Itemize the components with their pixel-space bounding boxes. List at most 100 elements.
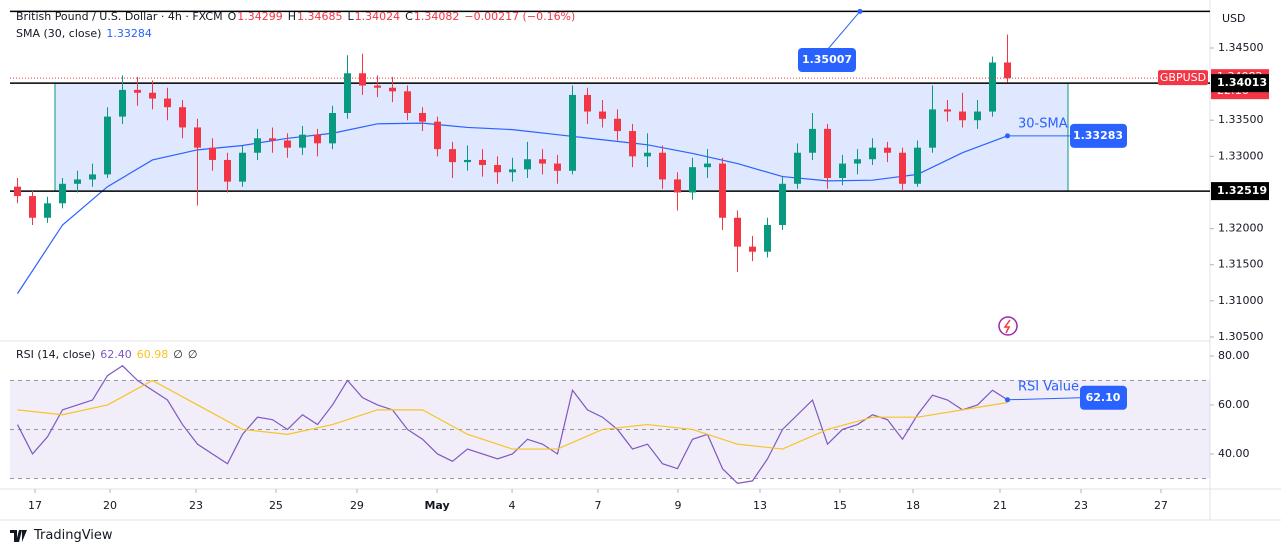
callout-box — [798, 48, 856, 72]
y-tick-label: 1.33500 — [1218, 113, 1264, 126]
candle-body — [494, 165, 501, 173]
candle-body — [929, 109, 936, 148]
legend-series-name: SMA (30, close) — [16, 27, 102, 40]
level-tag-text: 1.34013 — [1217, 76, 1267, 89]
candle-body — [59, 183, 66, 204]
x-tick-label: 13 — [753, 499, 767, 512]
candle-body — [389, 87, 396, 92]
candle-body — [194, 127, 201, 148]
candle-body — [419, 112, 426, 122]
level-tag-text: 1.32519 — [1217, 184, 1267, 197]
y-tick-label: 1.31000 — [1218, 294, 1264, 307]
ohlc-value: 1.34685 — [297, 10, 343, 23]
candle-body — [524, 159, 531, 170]
sma-note-label: 30-SMA — [1018, 116, 1068, 131]
candle-body — [569, 94, 576, 171]
y-tick-label: 1.30500 — [1218, 330, 1264, 343]
candle-body — [539, 159, 546, 164]
rsi-line — [16, 364, 1008, 484]
x-tick-label: 4 — [509, 499, 516, 512]
candle-body — [284, 140, 291, 148]
candle-body — [839, 163, 846, 179]
symbol-legend: British Pound / U.S. Dollar · 4h · FXCM O… — [16, 10, 580, 23]
rsi-note-value: 62.10 — [1086, 391, 1121, 404]
x-tick-label: 29 — [350, 499, 364, 512]
legend-title: British Pound / U.S. Dollar · 4h · FXCM — [16, 10, 223, 23]
candle-body — [74, 179, 81, 184]
callout-line — [827, 11, 861, 50]
candle-body — [764, 224, 771, 252]
rsi-legend: RSI (14, close) 62.40 60.98 ∅ ∅ — [16, 348, 202, 361]
brand-logo — [10, 529, 27, 542]
legend-title: RSI (14, close) — [16, 348, 96, 361]
sma-legend: SMA (30, close) 1.33284 — [16, 27, 157, 40]
legend-value: 62.40 — [100, 348, 132, 361]
candle-body — [344, 73, 351, 113]
y-tick-label: 1.31500 — [1218, 258, 1264, 271]
candle-body — [779, 183, 786, 225]
callout-text: 1.35007 — [802, 53, 852, 66]
x-tick-label: 18 — [906, 499, 920, 512]
candle-body — [359, 73, 366, 86]
candle-body — [734, 217, 741, 247]
candle-body — [89, 174, 96, 180]
x-tick-label: 23 — [189, 499, 203, 512]
candle-body — [689, 167, 696, 193]
candle-body — [704, 163, 711, 168]
candle-body — [224, 159, 231, 182]
candle-body — [749, 246, 756, 252]
candle-body — [584, 94, 591, 112]
ohlc-value: 1.34082 — [413, 10, 460, 23]
sma-note-box — [1070, 123, 1127, 148]
candle-body — [794, 152, 801, 184]
candle-body — [944, 109, 951, 112]
symbol-tag — [1158, 70, 1208, 86]
candle-body — [29, 196, 36, 218]
x-tick-label: May — [424, 499, 449, 512]
candle-body — [254, 138, 261, 153]
alert-icon[interactable] — [998, 316, 1018, 336]
callout-point — [857, 8, 863, 14]
candle-body — [404, 91, 411, 113]
candle-body — [674, 179, 681, 193]
candle-body — [179, 107, 186, 128]
x-tick-label: 25 — [269, 499, 283, 512]
rsi-note-point — [1005, 397, 1010, 403]
rsi-note-line — [1007, 397, 1081, 401]
x-tick-label: 7 — [595, 499, 602, 512]
candle-body — [329, 112, 336, 144]
ohlc-value: 1.34299 — [237, 10, 283, 23]
rsi-note-label: RSI Value — [1018, 379, 1079, 394]
candle-body — [119, 89, 126, 117]
brand-name: TradingView — [34, 528, 113, 543]
alert-icon-bolt — [1003, 319, 1011, 334]
y-tick-label: 1.34500 — [1218, 41, 1264, 54]
x-tick-label: 21 — [993, 499, 1007, 512]
candle-body — [314, 134, 321, 144]
sma-note-value: 1.33283 — [1073, 129, 1123, 142]
legend-value: 60.98 — [136, 348, 169, 361]
candle-body — [854, 159, 861, 164]
candle-body — [659, 152, 666, 180]
level-tag — [1211, 182, 1269, 201]
candle-body — [14, 186, 21, 197]
candle-body — [1004, 62, 1011, 79]
candle-body — [434, 121, 441, 150]
candle-body — [719, 163, 726, 218]
candle-body — [479, 159, 486, 166]
candle-body — [299, 134, 306, 148]
candle-body — [464, 159, 471, 163]
ohlc-label: L — [347, 10, 354, 23]
footer: TradingView — [10, 528, 113, 543]
candle-body — [104, 116, 111, 175]
y-tick-label: 1.33000 — [1218, 149, 1264, 162]
x-tick-label: 9 — [674, 499, 681, 512]
candle-body — [809, 128, 816, 153]
candle-body — [164, 98, 171, 108]
candle-body — [209, 147, 216, 160]
change-value: −0.00217 (−0.16%) — [464, 10, 576, 23]
candle-body — [914, 147, 921, 184]
x-tick-label: 27 — [1154, 499, 1168, 512]
candle-body — [134, 89, 141, 93]
legend-value: ∅ — [173, 348, 183, 361]
